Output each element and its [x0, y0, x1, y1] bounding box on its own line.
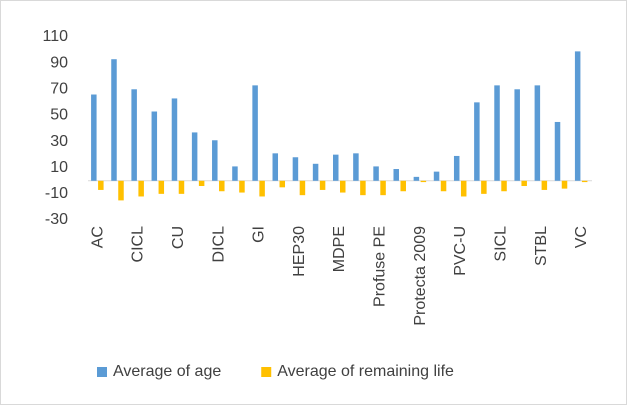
bar — [380, 180, 386, 196]
bar — [312, 163, 319, 181]
bar — [299, 180, 306, 196]
bar — [494, 85, 500, 181]
legend-swatch — [261, 367, 272, 377]
bar — [360, 180, 366, 196]
bar — [198, 180, 205, 187]
bar — [151, 111, 158, 181]
legend-swatch — [97, 367, 107, 377]
bar — [111, 59, 117, 181]
bar — [501, 180, 507, 192]
bar — [272, 153, 279, 181]
bar — [292, 157, 299, 181]
bar — [138, 180, 144, 197]
bar — [373, 166, 379, 181]
bar — [252, 85, 258, 181]
y-tick-label: 30 — [50, 133, 68, 150]
y-tick-label: 110 — [42, 28, 68, 45]
x-tick-label: GI — [251, 226, 268, 243]
bar — [91, 94, 97, 181]
bar — [534, 85, 541, 181]
bar — [514, 89, 520, 181]
bar — [131, 89, 137, 181]
bar — [460, 180, 467, 197]
x-tick-label: MDPE — [331, 226, 348, 272]
bar — [481, 180, 487, 194]
bar — [219, 180, 225, 192]
bar — [561, 180, 568, 189]
y-tick-label: 50 — [50, 107, 68, 124]
y-tick-label: 70 — [50, 81, 68, 98]
bar — [440, 180, 447, 192]
bar — [574, 51, 581, 181]
bar — [413, 176, 420, 181]
bar — [353, 153, 359, 181]
bar — [340, 180, 346, 193]
bar — [333, 154, 339, 181]
x-tick-label: STBL — [533, 226, 550, 266]
bar — [279, 180, 286, 188]
bar — [118, 180, 124, 201]
y-tick-label: -30 — [45, 211, 68, 228]
bar — [474, 102, 480, 181]
bar — [178, 180, 185, 194]
x-tick-label: PVC-U — [452, 226, 469, 276]
y-tick-label: 10 — [50, 159, 68, 176]
legend-label: Average of remaining life — [277, 363, 454, 380]
bar — [98, 180, 104, 190]
bar — [212, 140, 218, 181]
y-tick-label: 90 — [50, 54, 68, 71]
bar — [319, 180, 326, 190]
bar — [541, 180, 548, 190]
bar — [171, 98, 178, 181]
bar — [400, 180, 406, 192]
x-tick-label: Profuse PE — [372, 226, 389, 307]
bar — [239, 180, 245, 193]
x-tick-label: HEP30 — [291, 226, 308, 277]
bar — [453, 155, 460, 181]
bar — [393, 169, 399, 181]
bar — [191, 132, 198, 181]
bar — [554, 121, 561, 181]
x-tick-label: Protecta 2009 — [412, 226, 429, 326]
x-tick-label: VC — [573, 226, 590, 248]
bar — [259, 180, 265, 197]
legend-label: Average of age — [113, 363, 221, 380]
y-tick-label: -10 — [45, 185, 68, 202]
bar — [521, 180, 527, 187]
x-tick-label: CU — [170, 226, 187, 249]
bar — [158, 180, 165, 194]
bar — [232, 166, 238, 181]
bar — [581, 180, 588, 183]
x-tick-label: DICL — [210, 226, 227, 263]
bar — [420, 180, 427, 183]
x-tick-label: SICL — [492, 226, 509, 262]
bar — [433, 171, 440, 181]
x-tick-label: AC — [89, 226, 106, 248]
x-tick-label: CICL — [130, 226, 147, 263]
